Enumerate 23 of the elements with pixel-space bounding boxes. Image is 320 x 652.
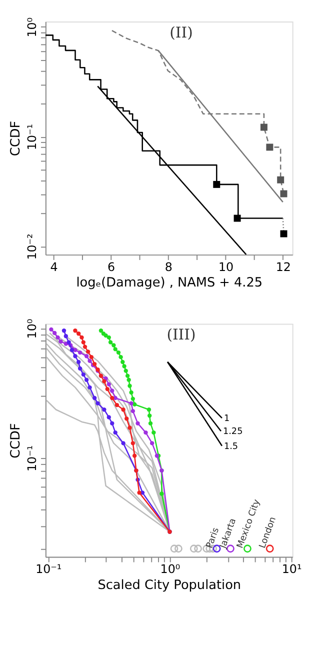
x-tick-label: 10 [218,260,234,274]
x-tick-label: 12 [276,260,291,274]
x-tick-label: 10¹ [282,562,302,576]
y-tick-label: 10⁻² [25,234,40,260]
annotation: (II) [170,24,193,42]
series-label: 1.25 [222,427,243,438]
annotation: (III) [166,326,196,344]
y-axis-title: CCDF [8,423,24,458]
y-axis-title: CCDF [8,120,24,156]
x-tick-label: 6 [108,260,116,274]
y-tick-label: 10⁰ [25,17,40,38]
x-tick-label: 10⁰ [160,562,180,576]
series-label: 1.5 [224,442,238,452]
x-axis-title: Scaled City Population [98,578,242,593]
annotation: Paris [204,526,222,550]
y-tick-label: 10⁻¹ [25,445,40,472]
y-tick-label: 10⁰ [25,318,40,339]
x-axis-title: logₑ(Damage) , NAMS + 4.25 [76,276,263,291]
x-tick-label: 4 [50,260,58,274]
series-label: 1 [224,414,230,424]
y-tick-label: 10⁻¹ [25,124,40,150]
x-tick-label: 8 [164,260,172,274]
x-tick-label: 10⁻¹ [36,562,62,576]
